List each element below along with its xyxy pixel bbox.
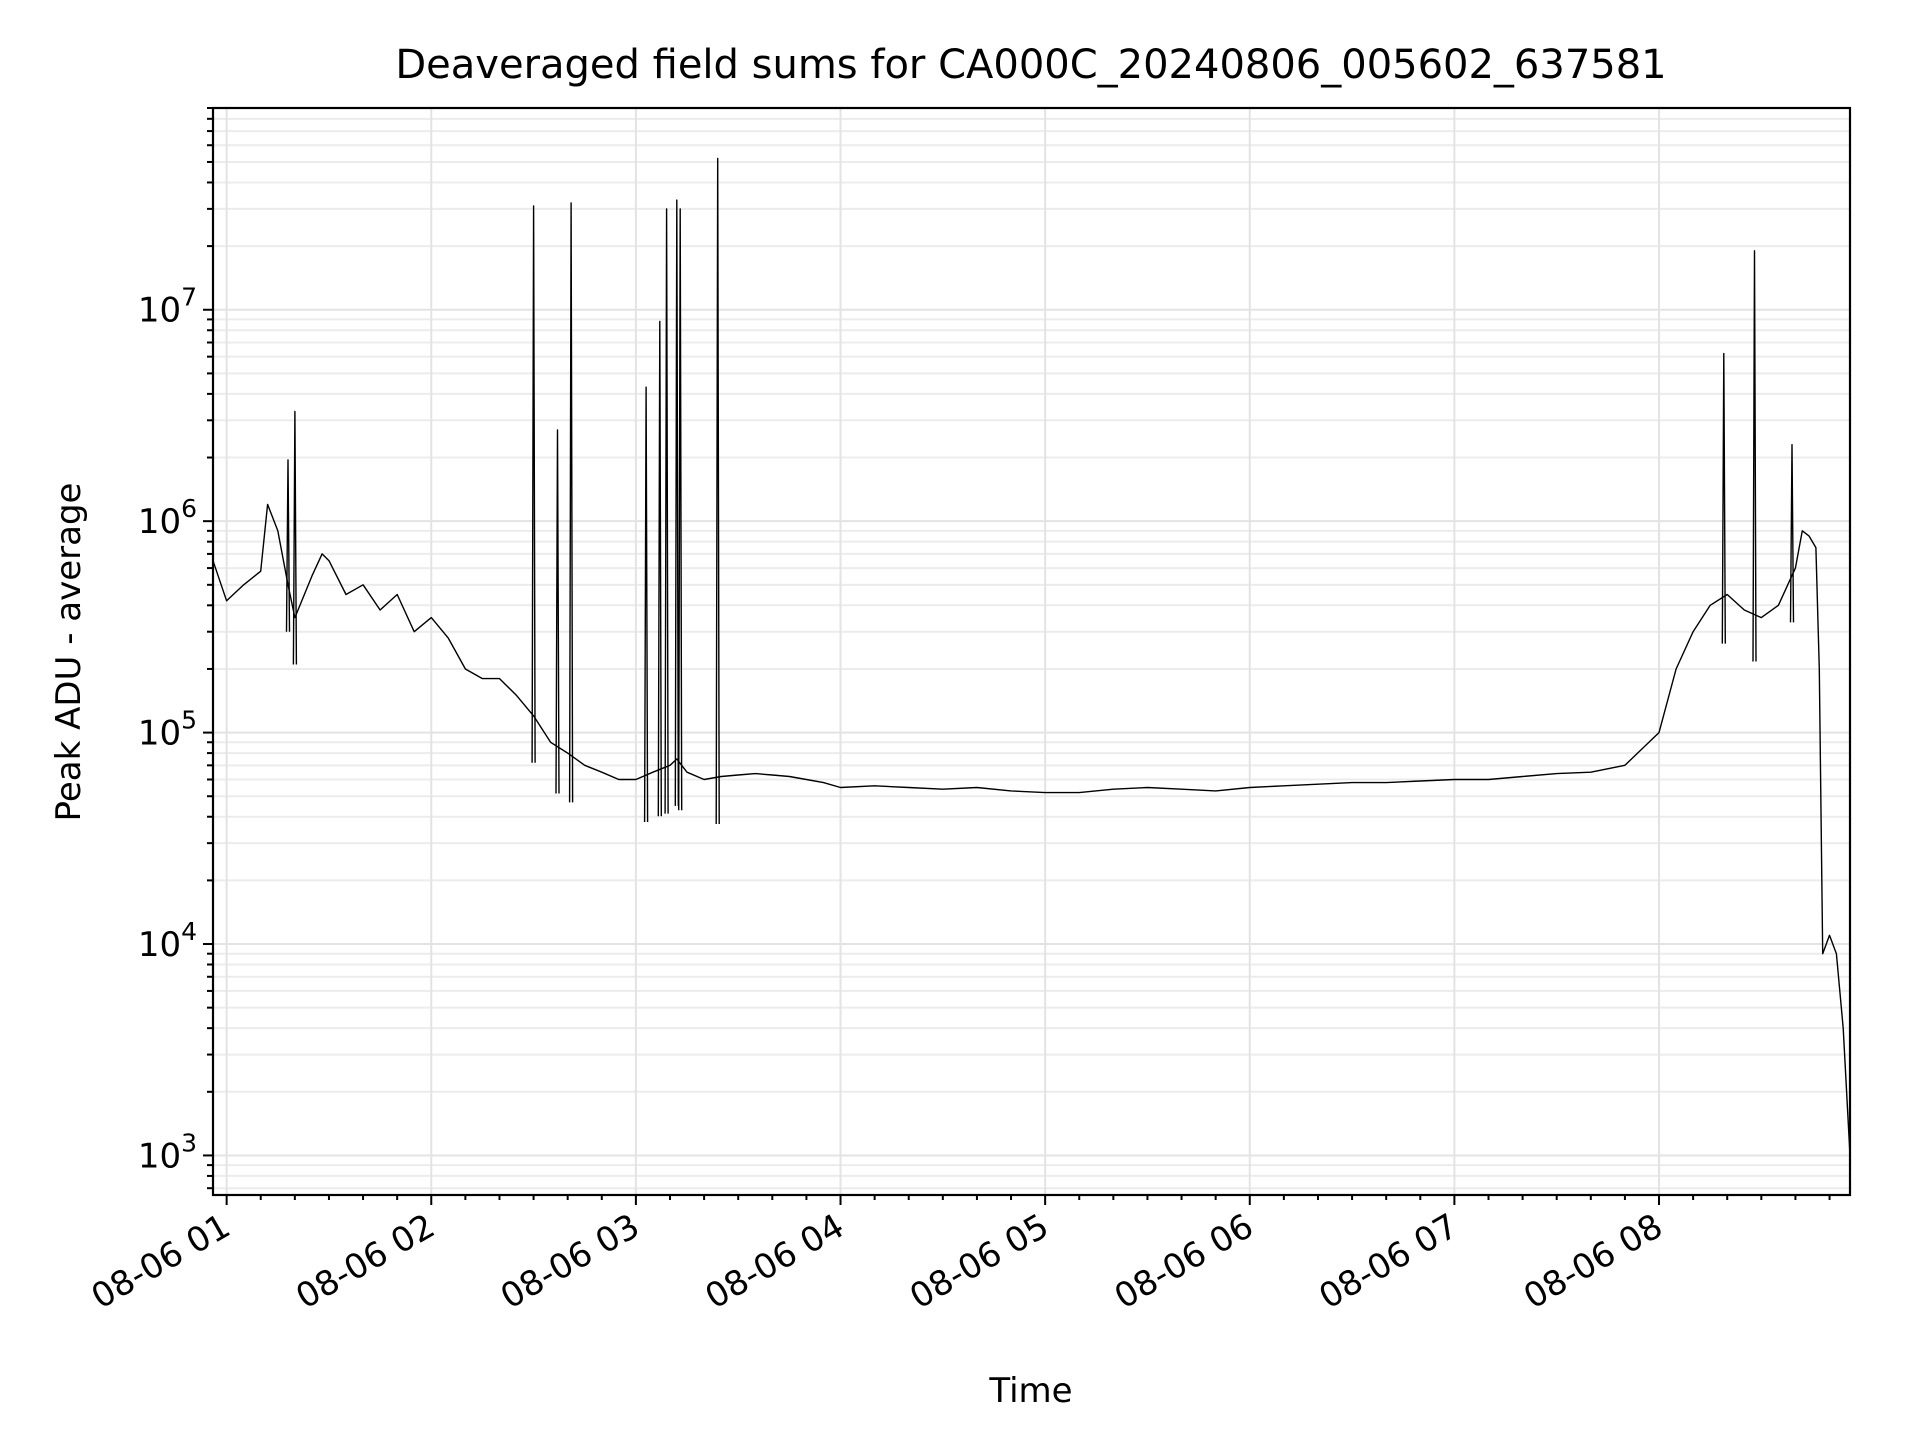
series-line-0 [212,503,1851,1156]
series-spike [674,199,679,806]
series-spike [1752,250,1757,662]
series-spike [531,205,536,763]
y-axis-label: Peak ADU - average [49,483,89,822]
x-tick-label: 08-06 07 [1312,1206,1464,1317]
x-tick-label: 08-06 01 [85,1206,237,1317]
series-spike [657,320,662,817]
x-tick-label: 08-06 06 [1108,1206,1260,1317]
x-tick-label: 08-06 02 [289,1206,441,1317]
series-spike [1721,352,1727,644]
y-tick-label: 106 [138,494,197,542]
x-tick-label: 08-06 05 [903,1206,1055,1317]
series-spike [555,429,560,794]
series-spike [715,157,720,825]
series-spike [285,459,291,632]
plot-frame [211,106,1852,1197]
grid [213,107,1850,1195]
x-axis-label: Time [988,1371,1072,1411]
chart-title: Deaveraged field sums for CA000C_2024080… [395,42,1666,88]
y-tick-label: 105 [138,706,197,754]
series-spike [678,208,683,811]
series-spike [664,208,669,814]
series-spike [568,202,574,803]
y-axis: 103 104 105 106 107 [138,107,213,1190]
series-layer [212,157,1851,1156]
y-tick-label: 107 [138,283,197,331]
series-spike [292,410,298,665]
series-spike [643,386,649,823]
x-axis: 08-06 01 08-06 02 08-06 03 08-06 04 08-06 05… [85,1195,1831,1317]
x-tick-label: 08-06 08 [1517,1206,1669,1317]
y-tick-label: 103 [138,1128,197,1176]
x-tick-label: 08-06 03 [494,1206,646,1317]
series-spike [1789,444,1795,623]
y-tick-label: 104 [138,917,197,965]
x-tick-label: 08-06 04 [699,1206,851,1317]
